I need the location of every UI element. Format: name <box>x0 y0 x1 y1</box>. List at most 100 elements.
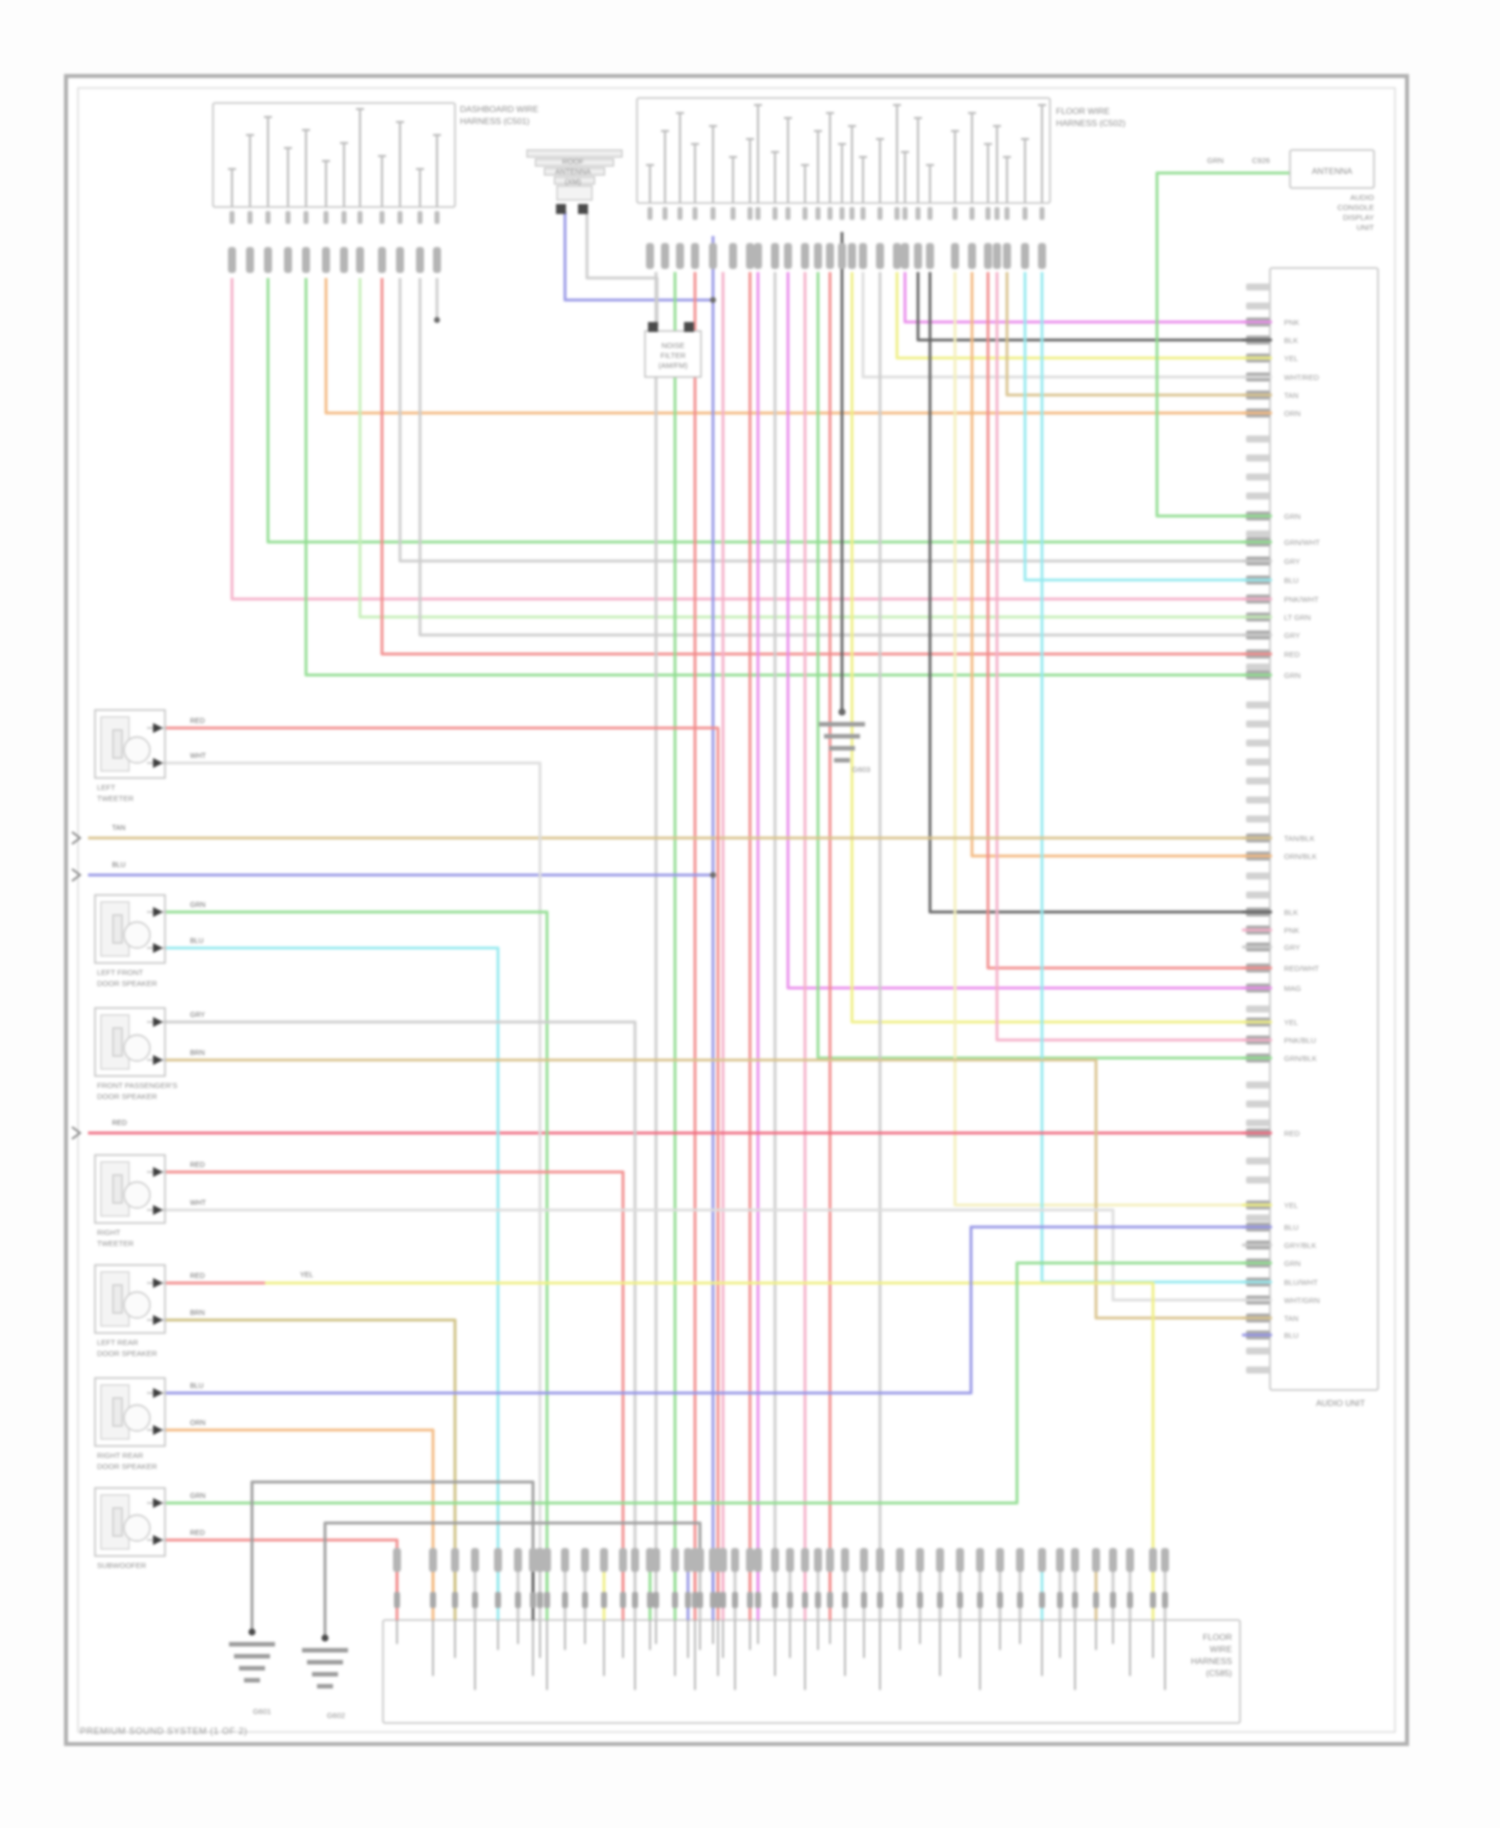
bottom-connector-label: WIRE <box>1210 1644 1233 1654</box>
pin-stub <box>771 1548 779 1572</box>
pin-tick <box>1004 207 1010 220</box>
speaker-label: LEFT REAR <box>97 1338 139 1347</box>
pin-tick <box>897 1592 903 1608</box>
wire-red <box>380 278 1246 656</box>
speaker-coil <box>112 1174 123 1204</box>
speaker-pin-arrow <box>153 1315 163 1325</box>
pin-tick <box>697 1592 703 1608</box>
wire-orange <box>166 1428 435 1600</box>
pin-stub <box>1126 1548 1134 1572</box>
pin-stub <box>786 1548 794 1572</box>
speaker-label: DOOR SPEAKER <box>97 1349 158 1358</box>
speaker-pin-arrow <box>153 1167 163 1177</box>
wire-orange <box>324 278 1246 415</box>
wire-red <box>166 1170 625 1600</box>
bus-pin-label: GRY/BLK <box>1284 1241 1316 1250</box>
bus-stub-blank <box>1246 1081 1270 1089</box>
top-left-connector-label: HARNESS (C501) <box>460 116 530 126</box>
speaker-pin-arrow <box>153 758 163 768</box>
pin-stub <box>581 1548 589 1572</box>
bus-pin-label: GRN <box>1284 512 1301 521</box>
pin-stub <box>848 243 856 269</box>
pin-stub <box>838 243 846 269</box>
speaker-pin-arrow <box>153 1205 163 1215</box>
wire-color-tag: BLU <box>112 862 126 869</box>
wire-color-tag: ORN <box>190 1420 206 1427</box>
free-label: ROOF <box>562 157 584 166</box>
pin-stub <box>976 1548 984 1572</box>
pin-tick <box>720 1592 726 1608</box>
pin-tick <box>1022 207 1028 220</box>
pin-tick <box>417 211 423 224</box>
antenna-segment <box>544 167 605 176</box>
bus-pin-label: LT GRN <box>1284 613 1311 622</box>
pin-stub <box>709 243 717 269</box>
pin-tick <box>747 207 753 220</box>
pin-stub <box>814 1548 822 1572</box>
pin-tick <box>1057 1592 1063 1608</box>
wires-layer <box>88 171 1290 1638</box>
wire-red <box>986 272 1246 970</box>
pin-stub <box>901 243 909 269</box>
pin-tick <box>452 1592 458 1608</box>
pin-stub <box>996 1548 1004 1572</box>
pin-tick <box>303 211 309 224</box>
bus-stub-blank <box>1246 872 1270 880</box>
speaker-label: DOOR SPEAKER <box>97 1462 158 1471</box>
bus-pin-label: RED/WHT <box>1284 964 1319 973</box>
free-label: GRN <box>1207 156 1224 165</box>
wire-color-tag: WHT <box>190 1200 207 1207</box>
bus-stub-blank <box>1246 454 1270 462</box>
ground-symbol <box>229 1628 275 1683</box>
bus-stub-blank <box>1246 1119 1270 1127</box>
pin-tick <box>672 1592 678 1608</box>
pin-stub <box>378 247 386 273</box>
noise-filter-pin <box>648 322 658 332</box>
pin-stub <box>1038 1548 1046 1572</box>
speaker-pin-arrow <box>153 1017 163 1027</box>
pin-stub <box>561 1548 569 1572</box>
top-right-connector: ANTENNA <box>1289 149 1375 189</box>
wire-green <box>304 278 1246 677</box>
pin-tick <box>977 1592 983 1608</box>
ground-symbol <box>302 1634 348 1689</box>
bus-pin-label: YEL <box>1284 1018 1298 1027</box>
pin-stub <box>676 243 684 269</box>
pin-tick <box>357 211 363 224</box>
pin-tick <box>285 211 291 224</box>
pin-stub <box>631 1548 639 1572</box>
wire-tan <box>166 1058 1246 1320</box>
pin-tick <box>662 207 668 220</box>
pin-stub <box>340 247 348 273</box>
pin-stub <box>914 243 922 269</box>
free-label: G601 <box>253 1707 271 1716</box>
bus-stub-blank <box>1246 473 1270 481</box>
pin-stub <box>771 243 779 269</box>
bus-stub-blank <box>1246 891 1270 899</box>
pin-tick <box>994 207 1000 220</box>
pin-stub <box>1092 1548 1100 1572</box>
bus-pin-label: BLU/WHT <box>1284 1278 1318 1287</box>
pin-stub <box>529 1548 537 1572</box>
wire-orange <box>970 272 1246 858</box>
wire-green <box>166 1261 1246 1505</box>
pin-stub <box>536 1548 544 1572</box>
bus-stub-blank <box>1246 720 1270 728</box>
bus-stub-blank <box>1246 815 1270 823</box>
bus-pin-label: RED <box>1284 650 1300 659</box>
wire-color-tag: RED <box>190 1273 205 1280</box>
wire-black <box>916 272 1246 342</box>
pin-tick <box>985 207 991 220</box>
bottom-connector-label: FLOOR <box>1203 1632 1232 1642</box>
free-label: DISPLAY <box>1343 213 1374 222</box>
pin-tick <box>632 1592 638 1608</box>
speaker-pin-arrow <box>153 1425 163 1435</box>
wire-green <box>1155 171 1290 518</box>
wire-magenta <box>903 272 1246 324</box>
wire-color-tag: GRN <box>190 1493 206 1500</box>
speaker-label: RIGHT <box>97 1228 121 1237</box>
wire-green <box>266 278 1246 544</box>
bus-pin-label: ORN <box>1284 409 1301 418</box>
pin-tick <box>937 1592 943 1608</box>
bus-pin-label: PNK/WHT <box>1284 595 1319 604</box>
